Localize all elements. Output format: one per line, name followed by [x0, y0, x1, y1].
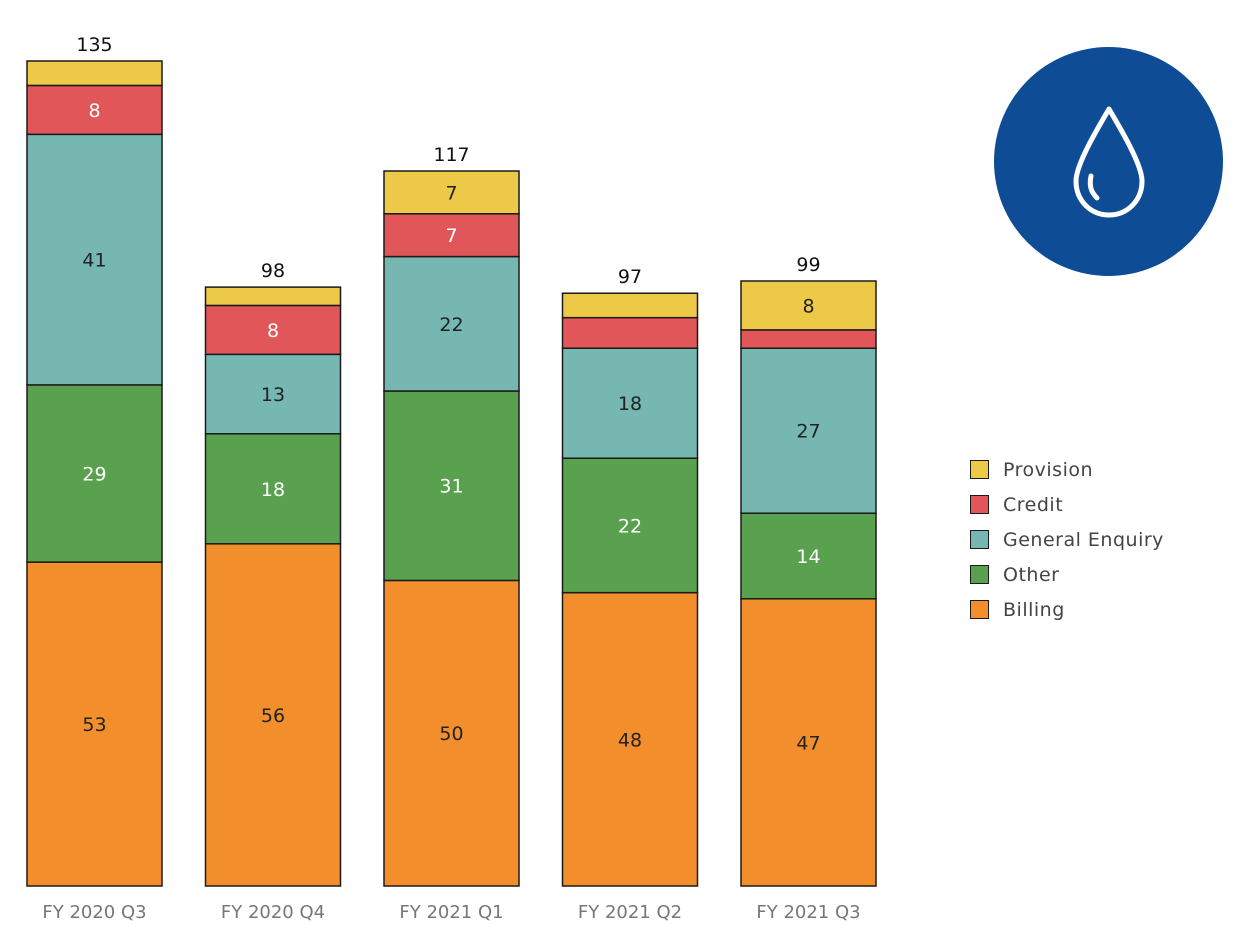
legend-swatch [970, 565, 989, 584]
water-drop-icon [994, 47, 1223, 276]
legend-item-credit[interactable]: Credit [970, 487, 1164, 522]
legend-label: Other [1003, 563, 1060, 586]
bar-segment-billing [204, 543, 342, 887]
total-label: 97 [618, 266, 642, 288]
bar-segment-general-enquiry [383, 255, 520, 392]
bar-segment-provision [740, 280, 877, 331]
data-label: 41 [82, 250, 106, 272]
legend-label: Billing [1003, 598, 1065, 621]
data-label: 22 [439, 314, 463, 336]
bar-segment-billing [26, 561, 163, 887]
x-tick-label: FY 2021 Q3 [756, 902, 860, 923]
legend-swatch [970, 460, 989, 479]
total-label: 135 [76, 34, 112, 56]
bar-segment-provision [383, 170, 520, 215]
legend-label: Credit [1003, 493, 1064, 516]
water-drop-logo [994, 47, 1223, 276]
legend-item-provision[interactable]: Provision [970, 452, 1164, 487]
bar-segment-other [561, 457, 699, 594]
data-label: 7 [445, 182, 457, 204]
legend-swatch [970, 530, 989, 549]
legend-swatch [970, 600, 989, 619]
bar-segment-other [740, 512, 877, 600]
data-label: 56 [261, 705, 285, 727]
total-label: 99 [796, 254, 820, 276]
data-label: 53 [82, 714, 106, 736]
bar-segment-credit [561, 316, 699, 349]
data-label: 48 [618, 729, 642, 751]
data-label: 31 [439, 476, 463, 498]
data-label: 50 [439, 723, 463, 745]
bar-segment-billing [561, 591, 699, 887]
chart-legend: Provision Credit General Enquiry Other B… [970, 452, 1164, 627]
data-label: 8 [88, 100, 100, 122]
bar-segment-other [26, 384, 163, 563]
legend-item-general-enquiry[interactable]: General Enquiry [970, 522, 1164, 557]
bar-segment-provision [561, 292, 699, 319]
data-label: 13 [261, 384, 285, 406]
legend-item-billing[interactable]: Billing [970, 592, 1164, 627]
data-label: 8 [802, 295, 814, 317]
legend-item-other[interactable]: Other [970, 557, 1164, 592]
x-tick-label: FY 2020 Q3 [42, 902, 146, 923]
data-label: 7 [445, 225, 457, 247]
bar-segment-billing [383, 579, 520, 887]
x-tick-label: FY 2021 Q2 [578, 902, 682, 923]
legend-label: General Enquiry [1003, 528, 1164, 551]
bar-segment-provision [204, 286, 342, 307]
bar-segment-credit [740, 329, 877, 349]
x-tick-label: FY 2021 Q1 [399, 902, 503, 923]
data-label: 18 [618, 393, 642, 415]
bar-segment-general-enquiry [204, 353, 342, 435]
bar-segment-provision [26, 60, 163, 87]
bar-segment-credit [204, 304, 342, 356]
data-label: 14 [796, 546, 820, 568]
data-label: 18 [261, 479, 285, 501]
bar-segment-general-enquiry [561, 347, 699, 459]
total-label: 98 [261, 260, 285, 282]
data-label: 47 [796, 732, 820, 754]
bar-segment-other [383, 390, 520, 582]
bar-segment-other [204, 433, 342, 545]
bar-segment-general-enquiry [26, 133, 163, 386]
legend-label: Provision [1003, 458, 1094, 481]
data-label: 29 [82, 464, 106, 486]
bar-segment-credit [383, 213, 520, 258]
data-label: 22 [618, 515, 642, 537]
x-tick-label: FY 2020 Q4 [221, 902, 325, 923]
data-label: 27 [796, 421, 820, 443]
bar-segment-general-enquiry [740, 347, 877, 514]
legend-swatch [970, 495, 989, 514]
total-label: 117 [433, 144, 469, 166]
data-label: 8 [267, 320, 279, 342]
